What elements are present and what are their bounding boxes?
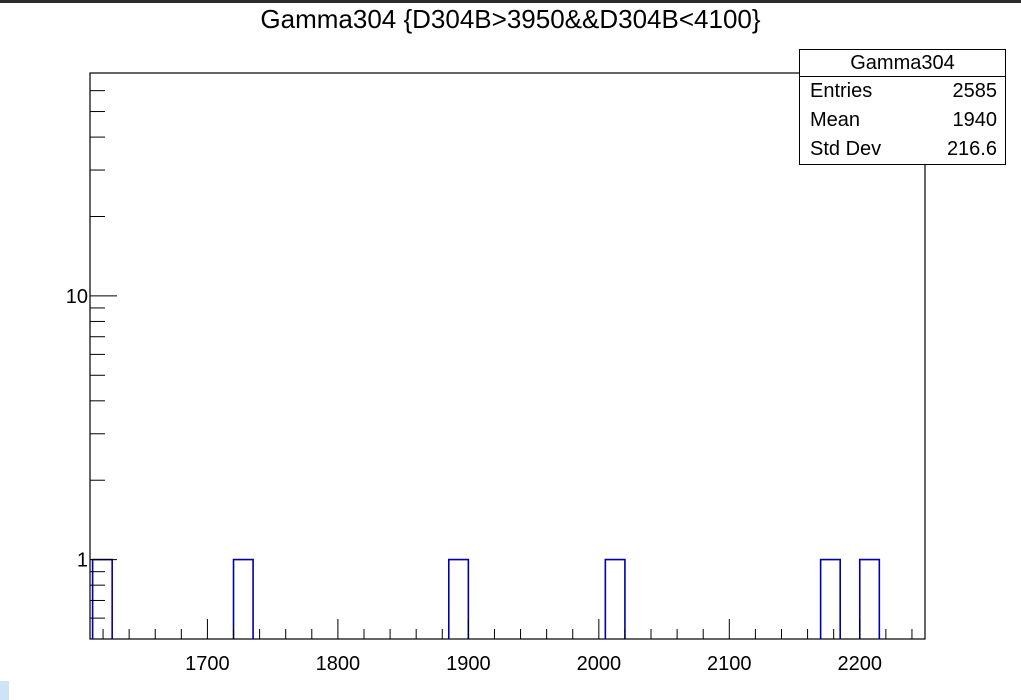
chart-title: Gamma304 {D304B>3950&&D304B<4100}: [260, 4, 761, 34]
stats-row-mean: Mean 1940: [800, 106, 1005, 135]
stats-label: Entries: [810, 80, 873, 102]
histogram-bin: [604, 558, 626, 639]
y-tick-label: 1: [77, 550, 88, 572]
stats-label: Std Dev: [810, 138, 882, 160]
corner-marker: [0, 681, 9, 700]
x-tick-label: 2000: [577, 653, 622, 675]
histogram-bin: [858, 558, 881, 639]
stats-box: Gamma304 Entries 2585 Mean 1940 Std Dev …: [799, 49, 1006, 165]
x-tick-label: 2200: [838, 653, 883, 675]
histogram-bin: [819, 558, 841, 639]
stats-row-stddev: Std Dev 216.6: [800, 135, 1005, 164]
top-bar: [0, 0, 1021, 3]
x-tick-label: 1800: [316, 653, 361, 675]
histogram-bin: [232, 558, 254, 639]
histogram-bin: [447, 558, 470, 639]
x-tick-label: 1900: [446, 653, 491, 675]
stats-label: Mean: [810, 109, 861, 131]
x-tick-label: 2100: [707, 653, 752, 675]
stats-value: 2585: [952, 80, 998, 102]
stats-value: 1940: [952, 109, 998, 131]
stats-value: 216.6: [946, 138, 997, 160]
stats-row-entries: Entries 2585: [800, 77, 1005, 106]
stats-box-title: Gamma304: [800, 50, 1005, 77]
plot-frame: [89, 72, 926, 640]
x-tick-label: 1700: [185, 653, 230, 675]
y-tick-label: 10: [66, 286, 88, 308]
